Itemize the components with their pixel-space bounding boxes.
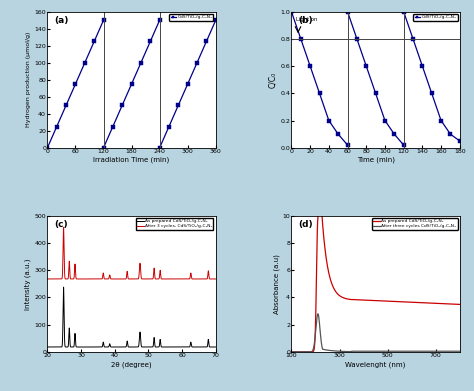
Legend: As prepared CdS/TiO₂/g-C₃N₄, After three cycles CdS/TiO₂/g-C₃N₄: As prepared CdS/TiO₂/g-C₃N₄, After three… [372,218,457,230]
Legend: CdS/TiO₂/g-C₃N₄: CdS/TiO₂/g-C₃N₄ [413,14,457,21]
Legend: As prepared CdS/TiO₂/g-C₃N₄, After 3 cycles, CdS/TiO₂/g-C₃N₄: As prepared CdS/TiO₂/g-C₃N₄, After 3 cyc… [136,218,213,230]
Y-axis label: Hydrogen production (μmol/g): Hydrogen production (μmol/g) [27,32,31,127]
X-axis label: 2θ (degree): 2θ (degree) [111,361,152,368]
X-axis label: Time (min): Time (min) [356,157,395,163]
X-axis label: Irradiation Time (min): Irradiation Time (min) [93,157,170,163]
Text: Light on: Light on [296,17,318,22]
X-axis label: Wavelenght (nm): Wavelenght (nm) [346,361,406,368]
Y-axis label: Absorbance (a.u): Absorbance (a.u) [273,254,280,314]
Text: (a): (a) [54,16,69,25]
Text: (b): (b) [298,16,313,25]
Y-axis label: Intensity (a.u.): Intensity (a.u.) [25,258,31,310]
Text: (d): (d) [298,220,313,229]
Text: (c): (c) [54,220,68,229]
Y-axis label: C/C₀: C/C₀ [268,72,277,88]
Legend: CdS/TiO₂/g-C₃N₄: CdS/TiO₂/g-C₃N₄ [169,14,213,21]
